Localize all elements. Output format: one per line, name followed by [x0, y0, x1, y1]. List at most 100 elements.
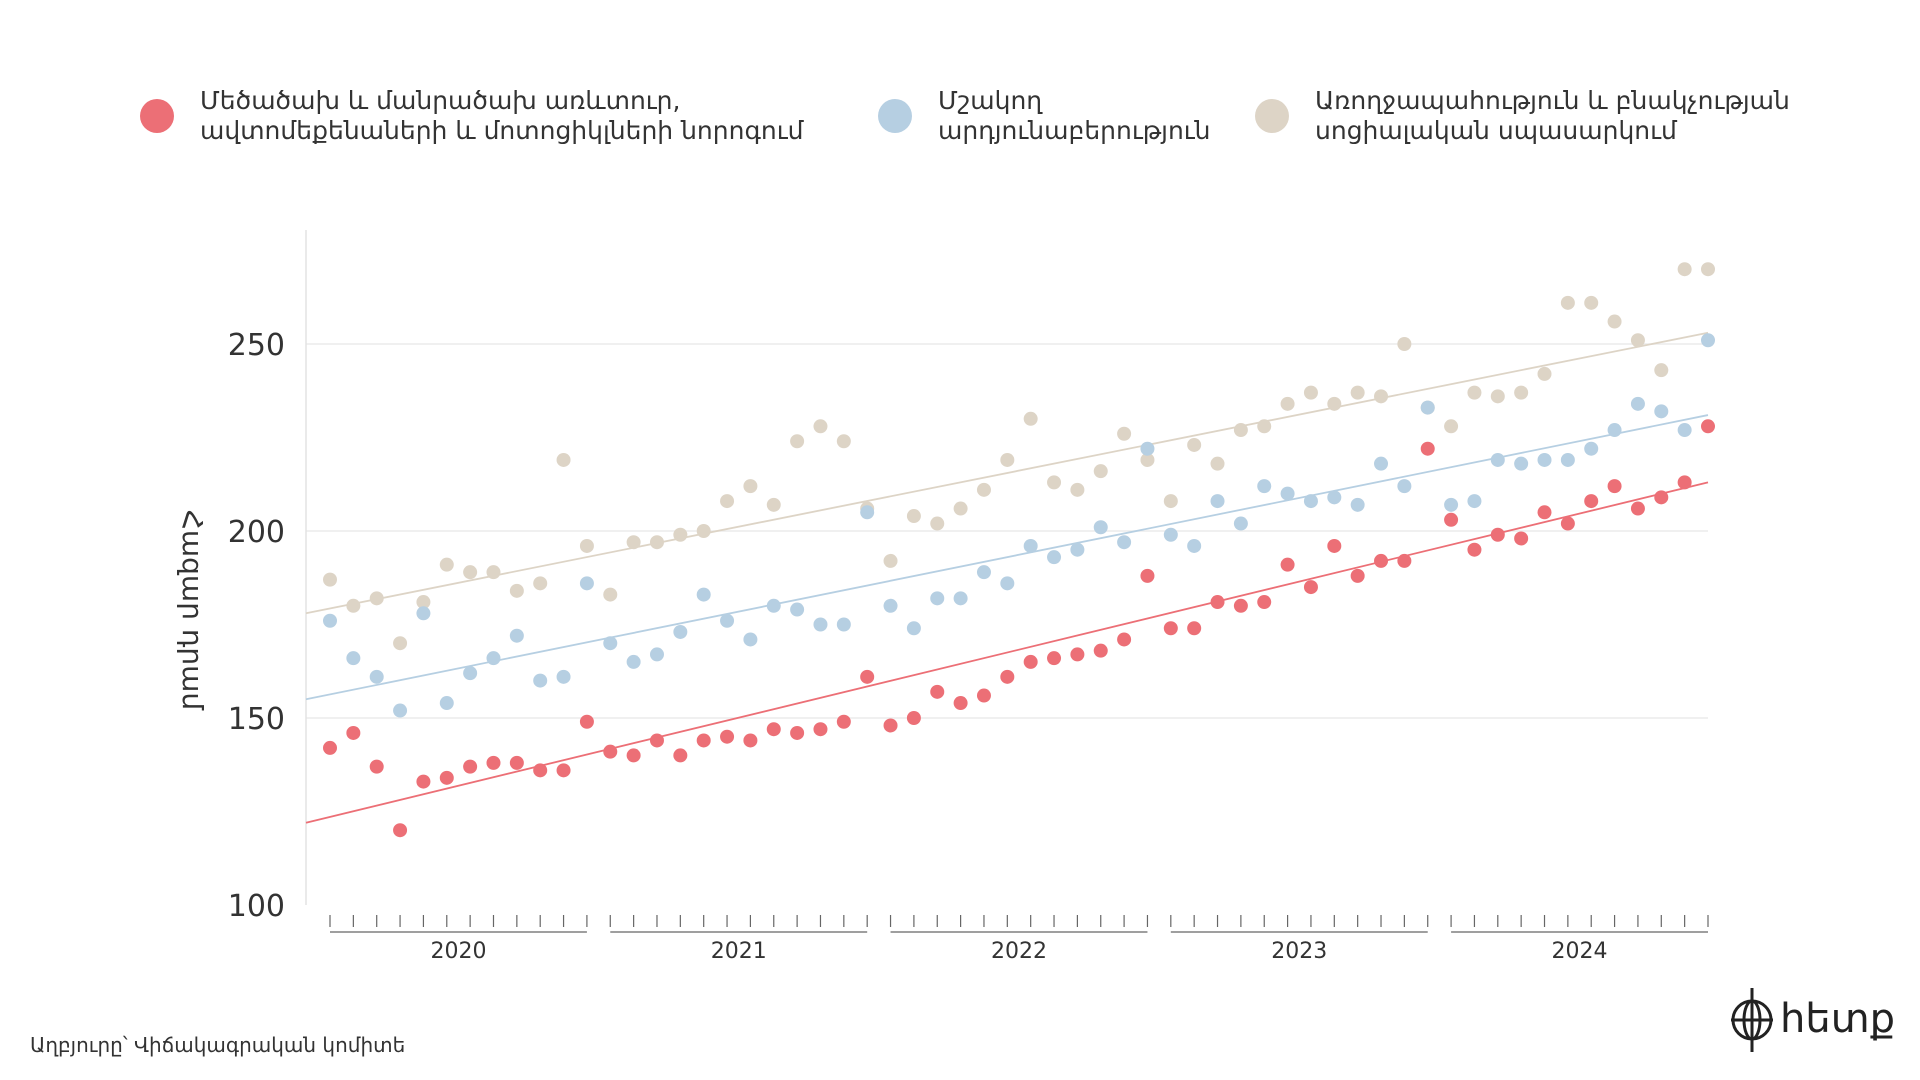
data-point [1280, 396, 1295, 411]
data-point [1607, 423, 1622, 438]
data-point [1654, 404, 1669, 419]
data-point [556, 763, 571, 778]
data-point [1000, 576, 1015, 591]
data-point [1047, 550, 1062, 565]
legend-swatch [1255, 99, 1289, 133]
data-point [1280, 486, 1295, 501]
data-point [953, 501, 968, 516]
data-point [533, 763, 548, 778]
gridlines [306, 343, 1708, 719]
data-point [1023, 411, 1038, 426]
data-point [976, 688, 991, 703]
data-point [1350, 568, 1365, 583]
data-point [1467, 494, 1482, 509]
data-point [790, 725, 805, 740]
data-point [649, 535, 664, 550]
year-label: 2020 [430, 939, 486, 964]
data-point [579, 576, 594, 591]
data-point [1374, 389, 1389, 404]
legend-swatch [140, 99, 174, 133]
data-point [1000, 452, 1015, 467]
legend-label: Առողջապահություն և բնակչության սոցիալակա… [1315, 86, 1790, 145]
year-label: 2023 [1271, 939, 1327, 964]
legend-label: Մեծածախ և մանրածախ առևտուր, ավտոմեքենանե… [200, 86, 804, 145]
data-point [720, 494, 735, 509]
year-labels: 2020 2021 2022 2023 2024 [330, 931, 1708, 964]
data-point [346, 651, 361, 666]
trend-line [305, 331, 1709, 615]
data-point [1397, 337, 1412, 351]
data-point [463, 666, 478, 681]
data-point [509, 755, 524, 770]
data-point [860, 505, 875, 520]
data-point [906, 509, 921, 524]
data-point [323, 572, 337, 587]
data-point [1350, 385, 1365, 400]
data-point [1701, 333, 1715, 348]
data-point [836, 434, 851, 449]
data-point [1490, 389, 1505, 404]
data-point [1444, 512, 1459, 527]
data-point [1140, 452, 1155, 467]
data-point [696, 524, 711, 538]
data-point [906, 621, 921, 636]
data-point [1560, 295, 1575, 310]
data-point [1607, 479, 1622, 494]
data-point [1444, 497, 1459, 512]
data-point [1584, 494, 1599, 509]
data-point [743, 479, 758, 494]
data-point [416, 606, 431, 621]
data-point [1163, 527, 1178, 542]
data-point [930, 516, 945, 531]
data-point [1163, 494, 1178, 509]
data-point [1233, 516, 1248, 531]
data-point [976, 565, 991, 580]
data-point [626, 535, 641, 550]
data-point [1210, 456, 1225, 471]
data-point [533, 576, 548, 591]
data-point [486, 565, 501, 580]
data-point [533, 673, 548, 688]
y-tick-label: 250 [228, 328, 285, 363]
data-point [1467, 385, 1482, 400]
data-point [720, 729, 735, 744]
data-point [1233, 423, 1248, 438]
data-point [1677, 475, 1692, 490]
data-point [439, 770, 454, 785]
data-point [649, 647, 664, 662]
y-tick-labels: 100 150 200 250 [228, 328, 285, 924]
data-point [696, 733, 711, 748]
data-point [323, 740, 337, 755]
data-point [1420, 400, 1435, 415]
year-label: 2024 [1552, 939, 1608, 964]
data-point [1187, 538, 1202, 553]
data-point [1233, 598, 1248, 613]
data-point [463, 565, 478, 580]
data-point [603, 587, 618, 602]
data-point [953, 591, 968, 606]
data-point [369, 591, 384, 606]
data-point [393, 823, 408, 838]
data-point [439, 696, 454, 711]
data-point [1303, 494, 1318, 509]
data-point [1047, 651, 1062, 666]
data-point [626, 748, 641, 763]
hetq-logo: hետք [1731, 988, 1895, 1052]
data-point [1584, 441, 1599, 456]
data-point [766, 598, 781, 613]
data-point [836, 714, 851, 729]
data-point [1630, 396, 1645, 411]
data-point [1677, 262, 1692, 277]
data-point [1701, 262, 1715, 277]
logo-globe-icon [1731, 988, 1773, 1052]
data-point [509, 583, 524, 598]
data-point [860, 669, 875, 684]
data-point [1070, 647, 1085, 662]
data-point [603, 744, 618, 759]
data-point [673, 624, 688, 639]
data-point [1117, 632, 1132, 647]
data-point [1560, 452, 1575, 467]
data-point [1093, 520, 1108, 535]
data-point [1210, 595, 1225, 610]
data-point [1327, 396, 1342, 411]
